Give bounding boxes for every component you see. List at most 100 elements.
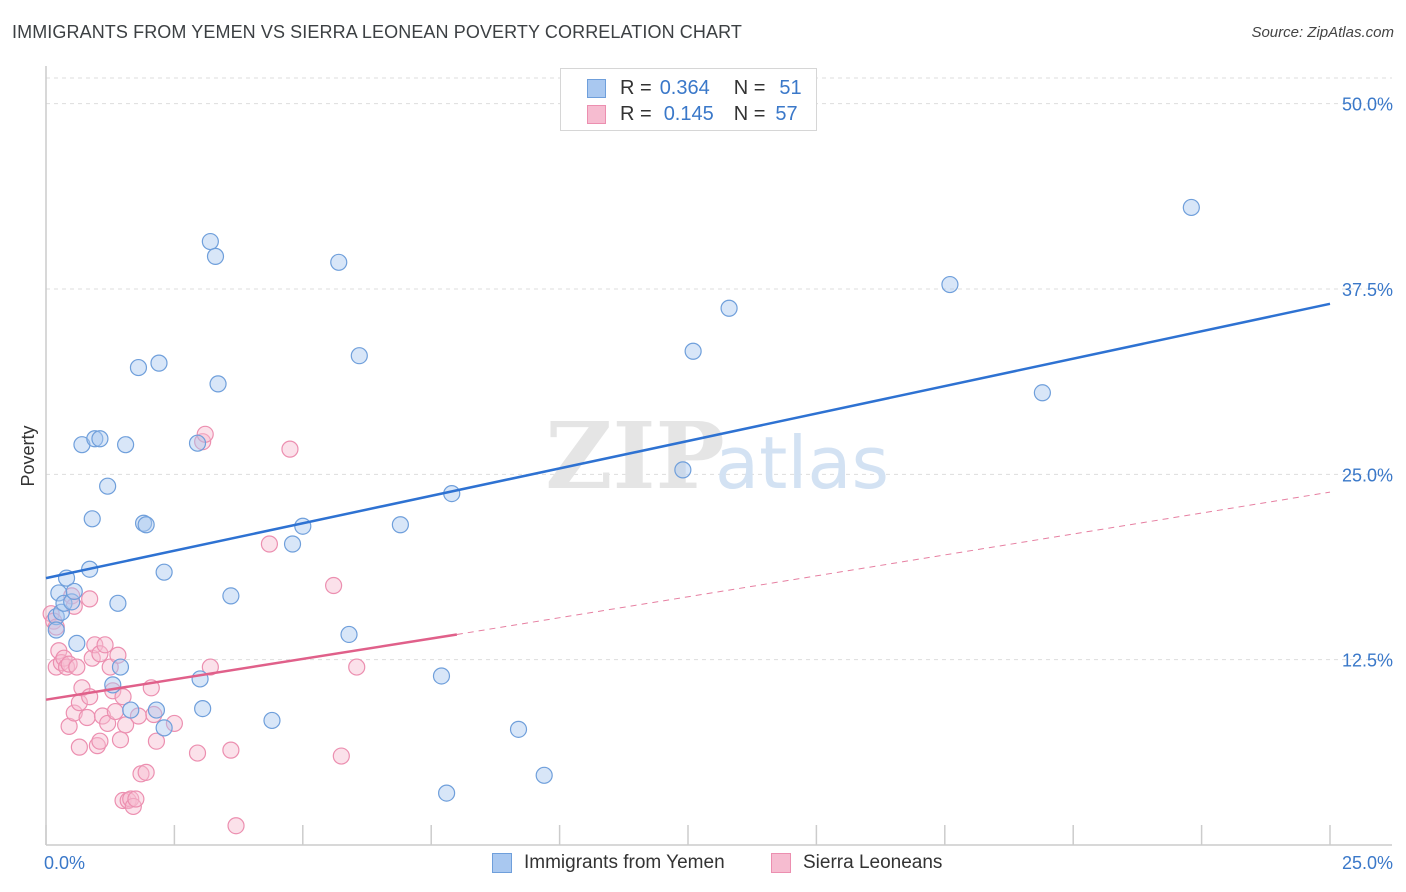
point-sierra-leoneans: [281, 440, 299, 458]
point-yemen: [330, 253, 348, 271]
point-yemen: [209, 375, 227, 393]
bottom-legend-label-sierra: Sierra Leoneans: [803, 852, 943, 873]
point-sierra-leoneans: [99, 714, 117, 733]
point-yemen: [350, 347, 368, 365]
point-yemen: [155, 719, 173, 737]
point-yemen: [188, 434, 207, 452]
point-sierra-leoneans: [165, 714, 183, 733]
point-yemen: [263, 711, 281, 730]
watermark-zip: ZIP: [545, 402, 724, 510]
point-yemen: [1033, 384, 1051, 402]
point-sierra-leoneans: [91, 645, 109, 663]
point-yemen: [294, 517, 312, 535]
axes-layer: [45, 66, 1392, 846]
legend-row-yemen: R = 0.364 N = 51: [587, 77, 802, 99]
point-sierra-leoneans: [227, 817, 245, 835]
point-yemen: [438, 784, 456, 802]
point-yemen: [432, 667, 451, 685]
point-yemen: [391, 516, 409, 534]
legend-n-label: N =: [733, 102, 766, 125]
point-yemen: [111, 658, 130, 676]
point-sierra-leoneans: [91, 732, 109, 750]
point-yemen: [674, 461, 692, 479]
point-yemen: [68, 634, 86, 652]
point-yemen: [83, 510, 101, 528]
point-yemen: [155, 563, 173, 581]
point-sierra-leoneans: [188, 744, 207, 762]
legend-r-label: R =: [620, 76, 652, 99]
bottom-legend-swatch-yemen: [492, 853, 512, 873]
point-yemen: [720, 299, 738, 317]
point-yemen: [684, 342, 702, 360]
point-sierra-leoneans: [81, 590, 99, 608]
point-sierra-leoneans: [201, 658, 219, 676]
point-yemen: [1182, 198, 1200, 217]
y-tick-label: 12.5%: [1342, 651, 1393, 671]
point-sierra-leoneans: [325, 576, 343, 595]
legend-r-value-yemen: 0.364: [659, 76, 710, 99]
point-yemen: [283, 535, 302, 553]
point-yemen: [117, 436, 135, 454]
watermark: ZIP atlas: [545, 402, 889, 510]
bottom-legend-yemen: Immigrants from Yemen: [492, 852, 725, 874]
point-sierra-leoneans: [137, 763, 155, 781]
point-sierra-leoneans: [70, 738, 88, 756]
point-yemen: [222, 587, 240, 605]
legend-r-value-sierra: 0.145: [663, 102, 714, 125]
legend-n-value-yemen: 51: [779, 76, 802, 99]
point-sierra-leoneans: [332, 747, 350, 765]
trend-line-sierra-extension: [456, 491, 1331, 635]
y-axis-title: Poverty: [18, 425, 38, 486]
y-tick-label: 50.0%: [1342, 95, 1393, 115]
bottom-legend-label-yemen: Immigrants from Yemen: [524, 852, 725, 873]
bottom-legend-sierra: Sierra Leoneans: [771, 852, 942, 874]
point-yemen: [109, 594, 127, 612]
point-sierra-leoneans: [78, 708, 96, 727]
point-yemen: [941, 275, 959, 294]
watermark-atlas: atlas: [715, 421, 889, 505]
point-sierra-leoneans: [260, 535, 279, 553]
legend-n-label: N =: [733, 76, 766, 99]
trend-line-sierra: [45, 633, 458, 701]
point-yemen: [63, 593, 81, 611]
point-sierra-leoneans: [147, 732, 166, 750]
legend-swatch-yemen: [587, 78, 606, 98]
point-yemen: [137, 516, 155, 534]
legend-swatch-sierra: [587, 104, 606, 124]
legend-row-sierra: R = 0.145 N = 57: [587, 103, 798, 125]
series-yemen-points: [47, 198, 1200, 802]
point-yemen: [194, 699, 212, 718]
point-sierra-leoneans: [114, 688, 132, 706]
point-yemen: [122, 701, 140, 719]
point-yemen: [206, 247, 225, 265]
stats-legend: R = 0.364 N = 51 R = 0.145 N = 57: [560, 68, 817, 131]
grid-layer: [46, 77, 1392, 661]
point-yemen: [99, 477, 117, 495]
point-yemen: [340, 625, 358, 644]
point-sierra-leoneans: [96, 636, 114, 654]
point-sierra-leoneans: [127, 790, 145, 808]
point-yemen: [65, 582, 83, 601]
trend-line-yemen: [45, 302, 1331, 580]
point-sierra-leoneans: [348, 658, 366, 676]
point-yemen: [147, 701, 166, 719]
chart-source: Source: ZipAtlas.com: [1251, 24, 1394, 41]
chart-title: IMMIGRANTS FROM YEMEN VS SIERRA LEONEAN …: [12, 22, 742, 42]
axis-labels: 12.5% 25.0% 37.5% 50.0% 0.0% 25.0%: [44, 95, 1393, 873]
bottom-legend-swatch-sierra: [771, 853, 791, 873]
x-tick-label-min: 0.0%: [44, 853, 85, 873]
point-yemen: [129, 358, 148, 377]
point-yemen: [86, 430, 104, 448]
legend-r-label: R =: [620, 102, 652, 125]
x-tick-label-max: 25.0%: [1342, 853, 1393, 873]
point-yemen: [509, 720, 528, 738]
point-sierra-leoneans: [111, 731, 130, 749]
point-sierra-leoneans: [65, 704, 83, 722]
point-sierra-leoneans: [68, 658, 86, 676]
point-yemen: [91, 430, 109, 448]
point-yemen: [201, 232, 219, 251]
point-sierra-leoneans: [222, 741, 240, 759]
legend-n-value-sierra: 57: [775, 102, 798, 125]
trend-lines: [45, 302, 1331, 701]
